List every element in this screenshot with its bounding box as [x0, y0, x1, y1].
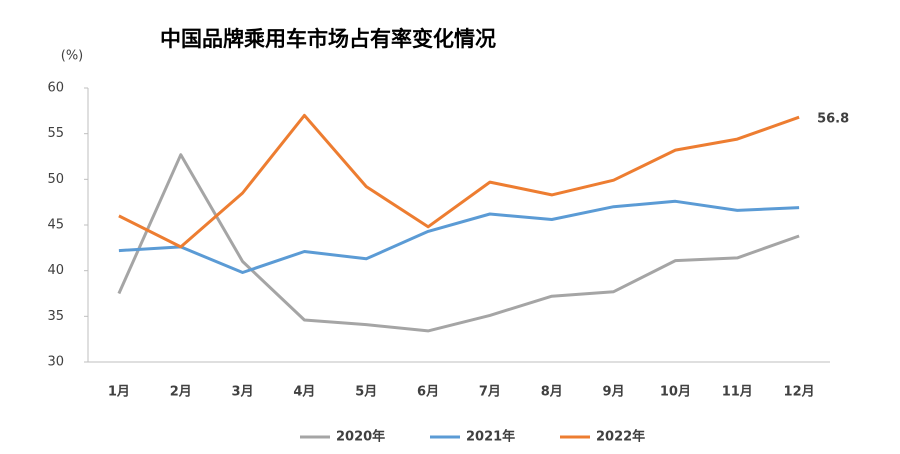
x-tick-label: 11月 — [722, 385, 753, 400]
legend-label: 2022年 — [596, 429, 645, 445]
data-label: 56.8 — [817, 112, 849, 127]
y-tick-label: 40 — [47, 263, 64, 278]
line-series — [118, 113, 800, 249]
x-tick-label: 9月 — [603, 385, 625, 400]
x-tick-label: 6月 — [417, 385, 439, 400]
legend-label: 2021年 — [466, 429, 515, 445]
x-tick-label: 10月 — [660, 385, 691, 400]
x-tick-label: 5月 — [355, 385, 377, 400]
x-tick-label: 12月 — [784, 385, 815, 400]
x-tick-label: 8月 — [541, 385, 563, 400]
y-tick-label: 60 — [47, 81, 64, 96]
y-tick-label: 30 — [47, 355, 64, 370]
y-tick-label: 50 — [47, 172, 64, 187]
line-series — [117, 153, 800, 333]
x-tick-label: 2月 — [170, 385, 192, 400]
x-tick-label: 1月 — [108, 385, 130, 400]
line-series — [118, 199, 800, 274]
legend-label: 2020年 — [336, 429, 385, 445]
y-tick-label: 55 — [47, 126, 64, 141]
chart-title: 中国品牌乘用车市场占有率变化情况 — [160, 27, 496, 51]
x-tick-label: 3月 — [232, 385, 254, 400]
y-tick-label: 35 — [47, 309, 64, 324]
y-axis-label: (%) — [61, 49, 84, 64]
x-tick-label: 7月 — [479, 385, 501, 400]
y-tick-label: 45 — [47, 218, 64, 233]
x-tick-label: 4月 — [293, 385, 315, 400]
